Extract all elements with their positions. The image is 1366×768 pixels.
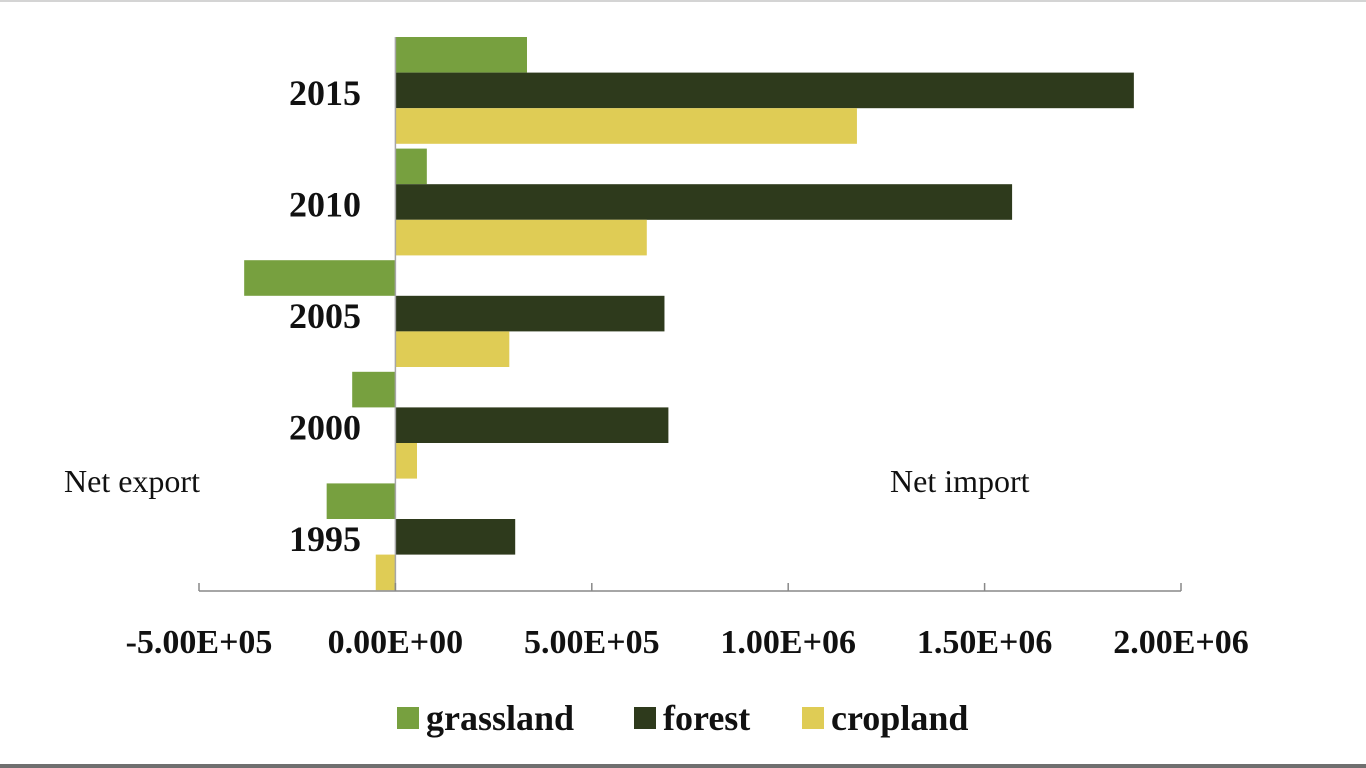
net-import-label: Net import	[890, 463, 1030, 499]
bar-forest-2015	[395, 72, 1134, 109]
legend: grassland forest cropland	[397, 698, 968, 738]
bar-forest-2010	[395, 184, 1013, 220]
x-tick-label: 1.50E+06	[917, 624, 1053, 661]
x-tick-label: -5.00E+05	[126, 624, 273, 661]
top-border	[0, 0, 1366, 2]
bar-cropland-2000	[395, 443, 418, 479]
category-label-2015: 2015	[289, 73, 361, 113]
bar-cropland-2010	[395, 219, 647, 256]
bar-cropland-2015	[395, 108, 857, 144]
legend-swatch-grassland	[397, 707, 419, 729]
legend-swatch-forest	[634, 707, 656, 729]
net-export-label: Net export	[64, 463, 200, 499]
category-label-2005: 2005	[289, 296, 361, 336]
bar-forest-2000	[395, 407, 669, 443]
legend-label-cropland: cropland	[831, 698, 968, 738]
bar-grassland-1995	[326, 483, 396, 519]
x-tick-label: 0.00E+00	[328, 624, 464, 661]
x-axis: -5.00E+05 0.00E+00 5.00E+05 1.00E+06 1.50E+0…	[126, 583, 1249, 661]
x-tick-label: 1.00E+06	[720, 624, 856, 661]
bar-cropland-2005	[395, 331, 510, 367]
bar-grassland-2005	[244, 260, 396, 296]
legend-label-forest: forest	[663, 698, 750, 738]
bar-forest-1995	[395, 519, 516, 555]
x-tick-label: 5.00E+05	[524, 624, 660, 661]
bottom-border	[0, 764, 1366, 768]
category-labels: 2015 2010 2005 2000 1995	[289, 73, 361, 559]
bar-grassland-2015	[395, 37, 527, 73]
bar-cropland-1995	[375, 554, 396, 591]
legend-swatch-cropland	[802, 707, 824, 729]
legend-label-grassland: grassland	[426, 698, 574, 738]
category-label-1995: 1995	[289, 519, 361, 559]
category-label-2000: 2000	[289, 408, 361, 448]
bar-grassland-2000	[352, 371, 396, 408]
bar-grassland-2010	[395, 148, 427, 185]
category-label-2010: 2010	[289, 184, 361, 224]
bars-group	[244, 37, 1134, 591]
x-tick-label: 2.00E+06	[1113, 624, 1249, 661]
bar-forest-2005	[395, 295, 665, 332]
